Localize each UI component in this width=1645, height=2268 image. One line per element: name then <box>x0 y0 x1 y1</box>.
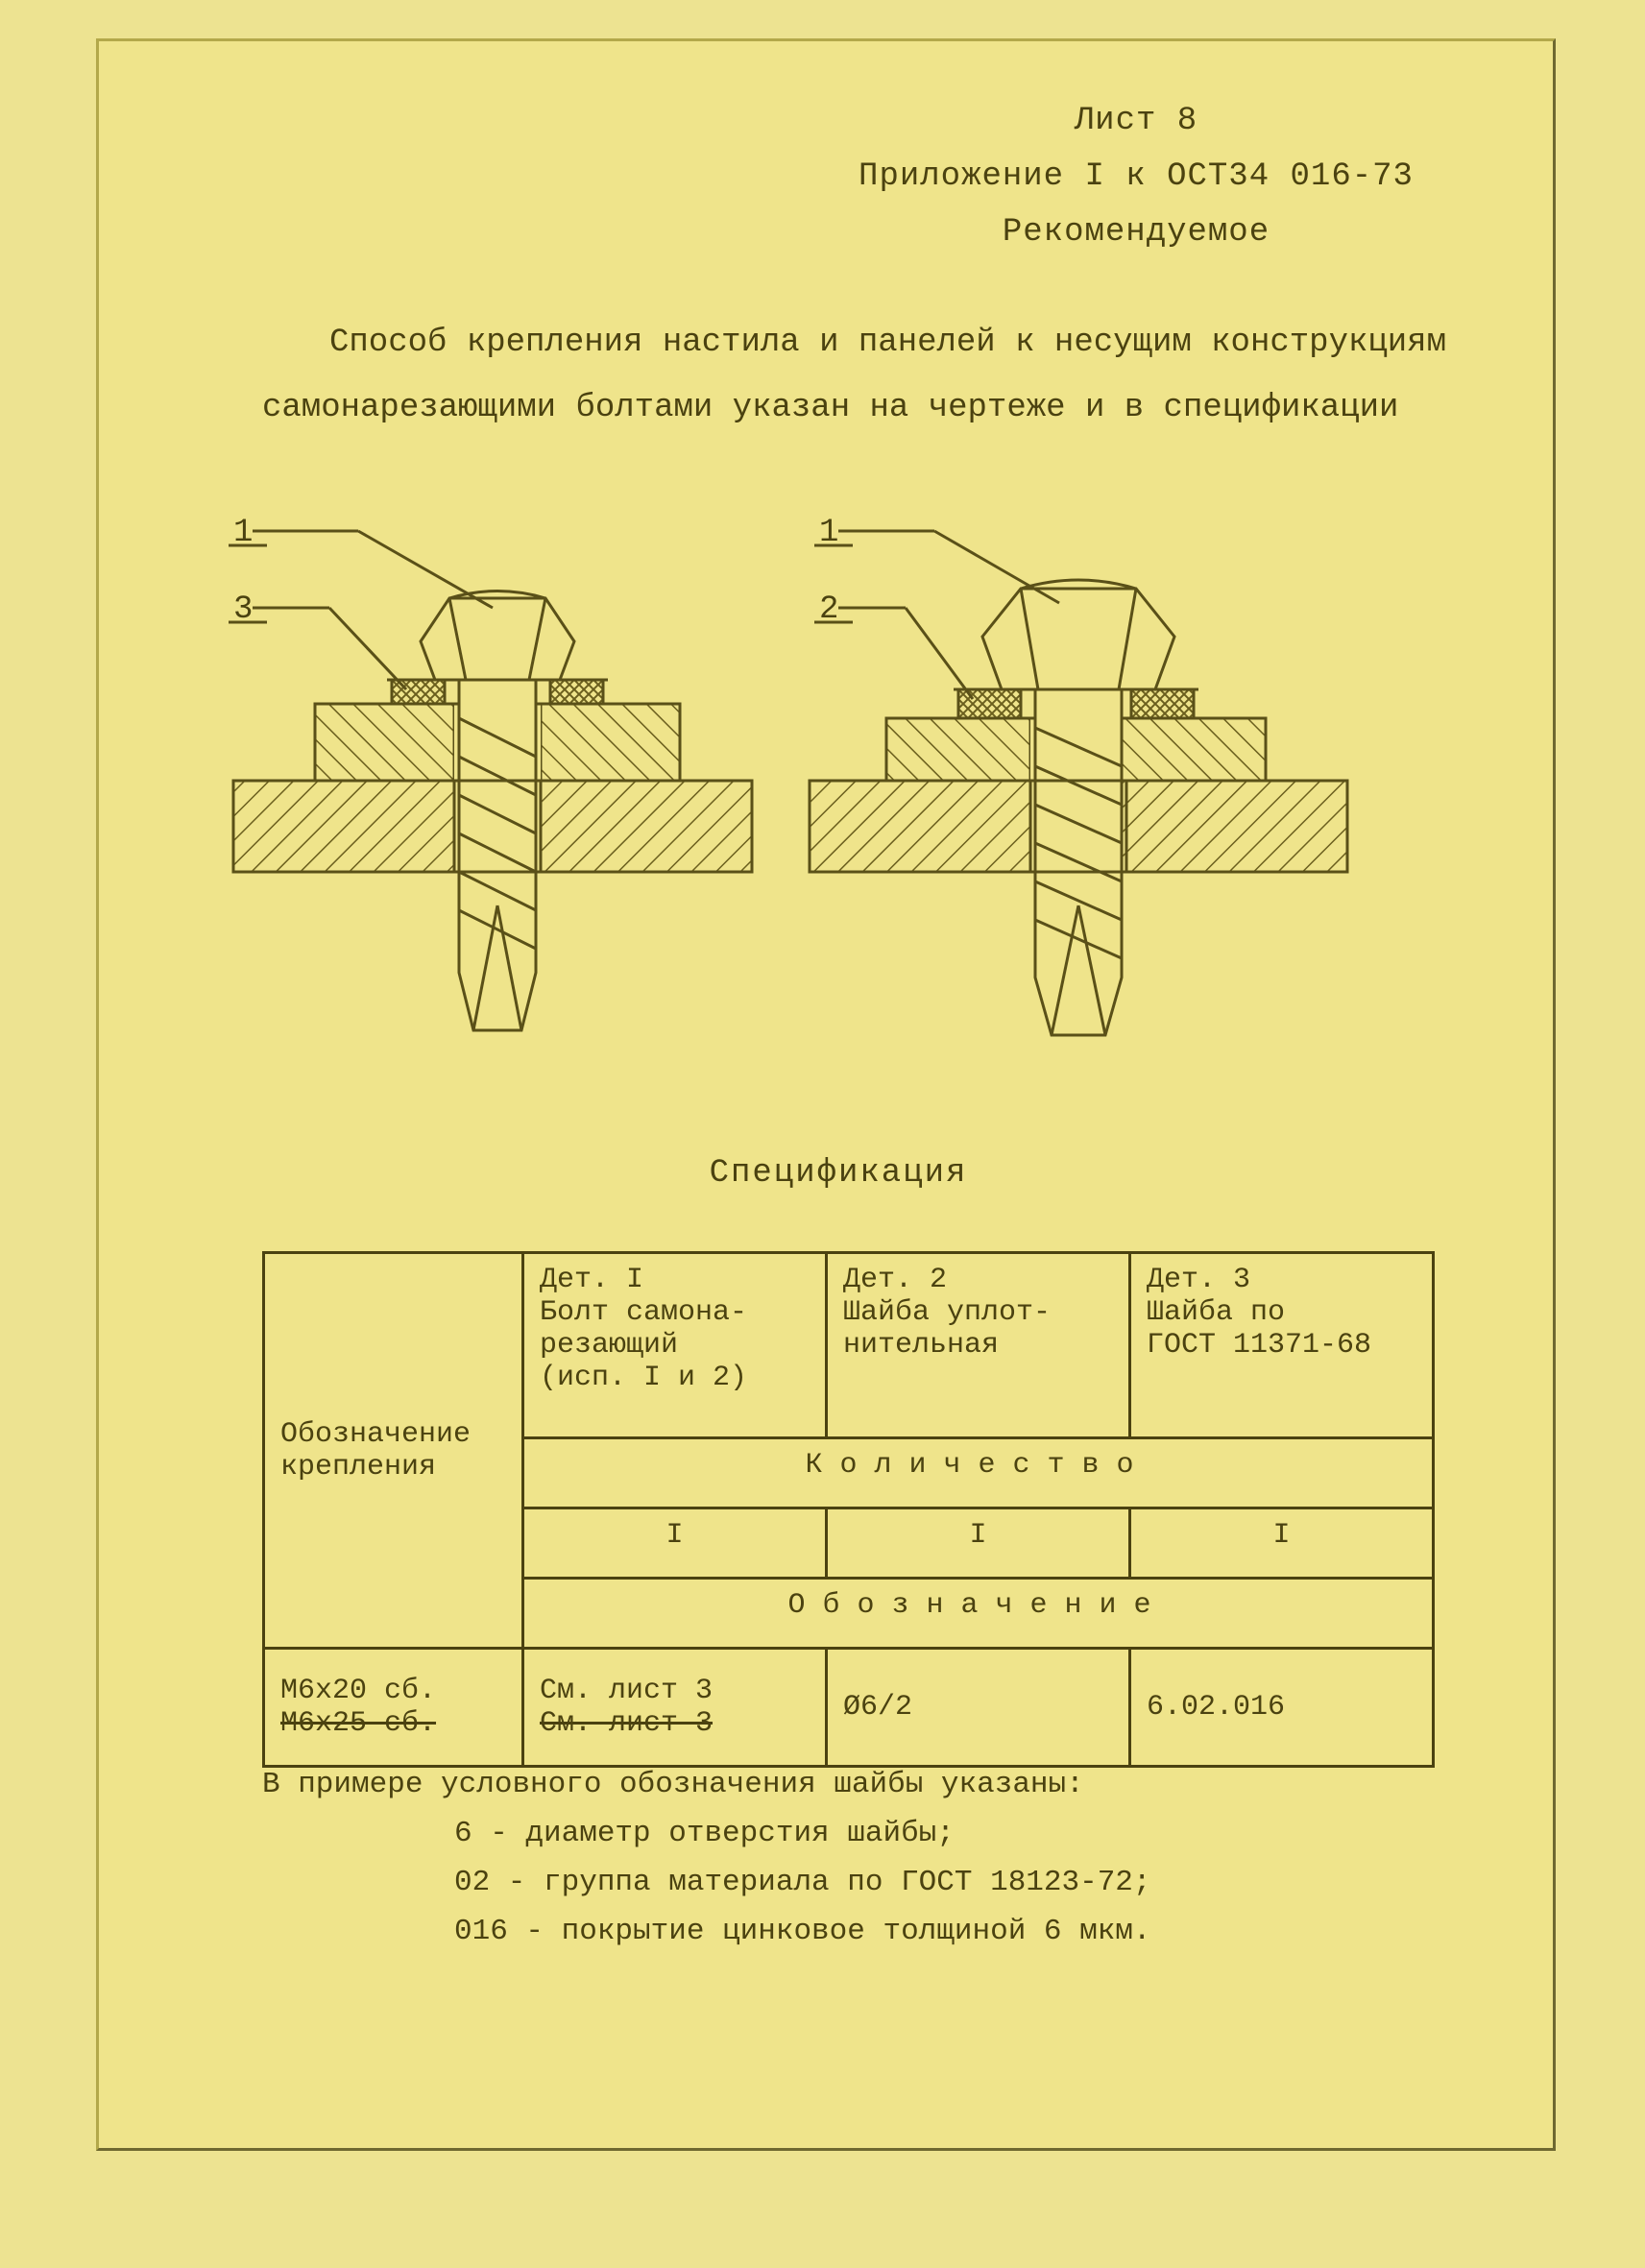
val-a-line2: М6х25 сб. <box>280 1707 436 1740</box>
val-b-line2: См. лист 3 <box>540 1707 713 1740</box>
val-a-line1: М6х20 сб. <box>280 1675 436 1707</box>
header-line-2: Приложение I к ОСТ34 016-73 <box>771 150 1501 205</box>
header-line-1: Лист 8 <box>771 94 1501 150</box>
cell-det3: Дет. 3 Шайба по ГОСТ 11371-68 <box>1130 1253 1434 1438</box>
notes: В примере условного обозначения шайбы ук… <box>262 1760 1472 1957</box>
cell-val-d: 6.02.016 <box>1130 1649 1434 1767</box>
cell-val-c: Ø6/2 <box>827 1649 1130 1767</box>
page: Лист 8 Приложение I к ОСТ34 016-73 Реком… <box>0 0 1645 2268</box>
cell-qty-3: I <box>1130 1508 1434 1579</box>
val-b-line1: См. лист 3 <box>540 1675 713 1707</box>
header-line-3: Рекомендуемое <box>771 205 1501 261</box>
intro-text: Способ крепления настила и панелей к нес… <box>262 310 1472 441</box>
notes-line-1: В примере условного обозначения шайбы ук… <box>262 1760 1472 1809</box>
cell-val-b: См. лист 3 См. лист 3 <box>523 1649 827 1767</box>
notes-line-2: 6 - диаметр отверстия шайбы; <box>262 1809 1472 1858</box>
cell-det1: Дет. I Болт самона- резающий (исп. I и 2… <box>523 1253 827 1438</box>
cell-qty-heading: Количество <box>523 1438 1434 1508</box>
cell-designation-heading: Обозначение <box>523 1579 1434 1649</box>
notes-line-3: 02 - группа материала по ГОСТ 18123-72; <box>262 1858 1472 1907</box>
intro-line-2: самонарезающими болтами указан на чертеж… <box>262 375 1472 441</box>
spec-table: Обозначение крепления Дет. I Болт самона… <box>262 1251 1434 1768</box>
cell-row-label: Обозначение крепления <box>264 1253 523 1649</box>
page-inner: Лист 8 Приложение I к ОСТ34 016-73 Реком… <box>96 38 1556 2151</box>
assembly-right: 1 2 <box>810 515 1347 1035</box>
cell-qty-2: I <box>827 1508 1130 1579</box>
intro-line-1: Способ крепления настила и панелей к нес… <box>262 310 1472 375</box>
technical-drawing: 1 3 <box>214 493 1463 1088</box>
cell-val-a: М6х20 сб. М6х25 сб. <box>264 1649 523 1767</box>
header: Лист 8 Приложение I к ОСТ34 016-73 Реком… <box>771 94 1501 260</box>
spec-heading: Спецификация <box>214 1155 1463 1192</box>
notes-line-4: 016 - покрытие цинковое толщиной 6 мкм. <box>262 1907 1472 1956</box>
cell-qty-1: I <box>523 1508 827 1579</box>
cell-det2: Дет. 2 Шайба уплот- нительная <box>827 1253 1130 1438</box>
assembly-left: 1 3 <box>229 515 752 1030</box>
